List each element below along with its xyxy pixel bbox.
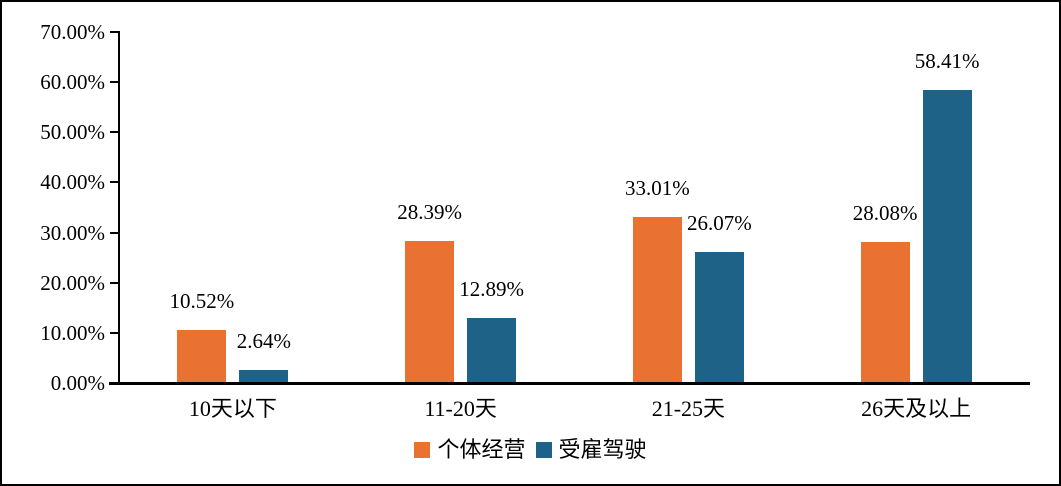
legend-swatch-icon <box>535 442 552 458</box>
bar-series1-group4 <box>860 242 910 383</box>
x-axis-category-label: 11-20天 <box>424 396 497 421</box>
x-axis-category-label: 26天及以上 <box>861 396 972 421</box>
bar-series1-group2 <box>405 240 455 383</box>
y-axis-tick <box>110 81 119 84</box>
legend-label: 受雇驾驶 <box>558 437 647 462</box>
bar-value-label: 58.41% <box>914 49 980 74</box>
y-axis-tick-label: 40.00% <box>40 170 105 195</box>
y-axis-tick <box>110 181 119 184</box>
y-axis-tick-label: 30.00% <box>40 220 105 245</box>
y-axis-tick <box>110 331 119 334</box>
y-axis-tick <box>110 31 119 33</box>
y-axis-tick <box>110 131 119 134</box>
bar-value-label: 26.07% <box>687 211 752 236</box>
bar-value-label: 10.52% <box>169 289 235 314</box>
x-axis-category-label: 21-25天 <box>651 396 726 421</box>
y-axis-tick-label: 0.00% <box>50 371 105 395</box>
y-axis-tick <box>110 281 119 284</box>
legend-swatch-icon <box>414 442 431 458</box>
bar-value-label: 28.39% <box>397 199 462 224</box>
legend-label: 个体经营 <box>437 437 526 462</box>
y-axis-tick-label: 70.00% <box>40 20 105 44</box>
legend-item: 个体经营 <box>414 437 526 463</box>
bar-series2-group1 <box>239 369 289 383</box>
x-axis-category-label: 10天以下 <box>188 396 277 421</box>
bar-series2-group4 <box>922 90 972 383</box>
y-axis-tick-label: 10.00% <box>40 320 105 345</box>
legend-item: 受雇驾驶 <box>535 437 647 463</box>
bar-value-label: 2.64% <box>236 328 291 353</box>
bar-series1-group1 <box>177 330 227 383</box>
bar-series2-group3 <box>694 252 744 383</box>
bar-series2-group2 <box>467 318 517 383</box>
legend: 个体经营 受雇驾驶 <box>2 437 1059 463</box>
x-axis-line <box>109 382 1030 385</box>
bar-value-label: 12.89% <box>459 277 524 302</box>
bar-value-label: 28.08% <box>852 201 918 226</box>
y-axis-line <box>118 31 120 384</box>
bar-value-label: 33.01% <box>625 176 690 201</box>
bar-series1-group3 <box>632 217 682 383</box>
y-axis-tick-label: 50.00% <box>40 120 105 145</box>
y-axis-tick-label: 60.00% <box>40 70 105 95</box>
y-axis-tick <box>110 231 119 234</box>
y-axis-tick-label: 20.00% <box>40 270 105 295</box>
